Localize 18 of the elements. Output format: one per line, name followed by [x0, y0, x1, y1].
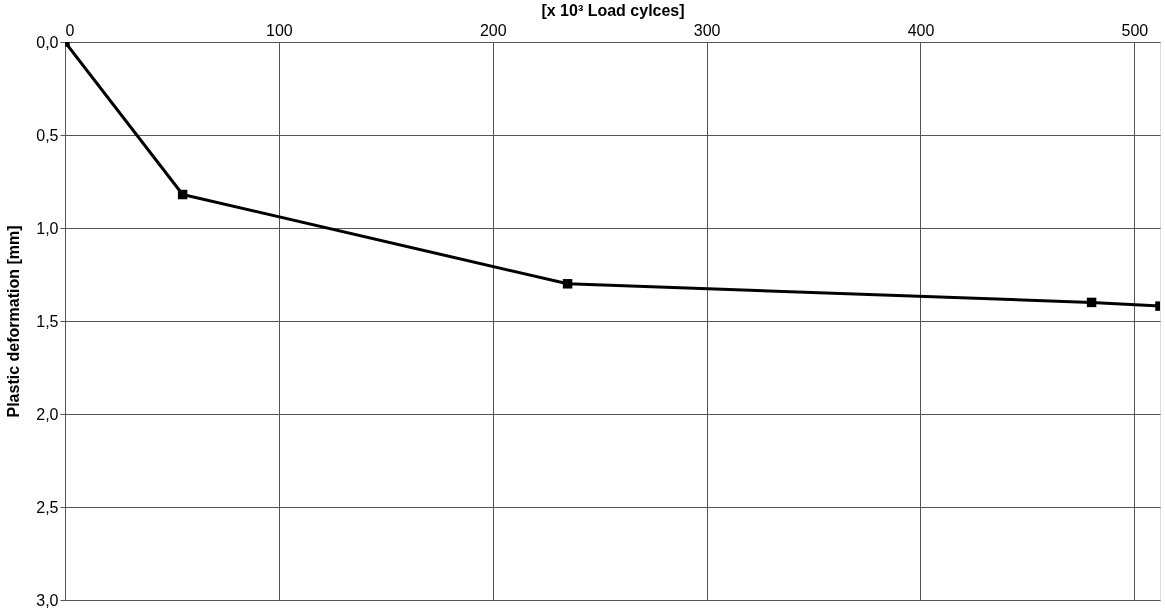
- y-tick-label: 3,0: [36, 591, 59, 609]
- point: [1086, 297, 1097, 308]
- point: [177, 189, 188, 200]
- y-tick-label: 0,5: [36, 126, 59, 144]
- y-tick-label: 0,0: [36, 33, 59, 51]
- y-axis-title: Plastic deformation [mm]: [5, 225, 23, 418]
- y-tick-label: 1,5: [36, 312, 59, 330]
- point: [562, 279, 573, 289]
- x-tick-label: 400: [907, 21, 935, 39]
- x-tick-label: 500: [1121, 21, 1149, 39]
- x-tick-label: 200: [479, 21, 507, 39]
- y-tick-label: 1,0: [36, 219, 59, 237]
- y-tick-label: 2,0: [36, 405, 59, 423]
- x-tick-label: 100: [266, 21, 293, 39]
- x-tick-label: 0: [65, 21, 75, 39]
- x-axis-title: [x 10³ Load cylces]: [541, 1, 685, 19]
- y-tick-label: 2,5: [36, 498, 59, 516]
- x-tick-label: 300: [693, 21, 721, 39]
